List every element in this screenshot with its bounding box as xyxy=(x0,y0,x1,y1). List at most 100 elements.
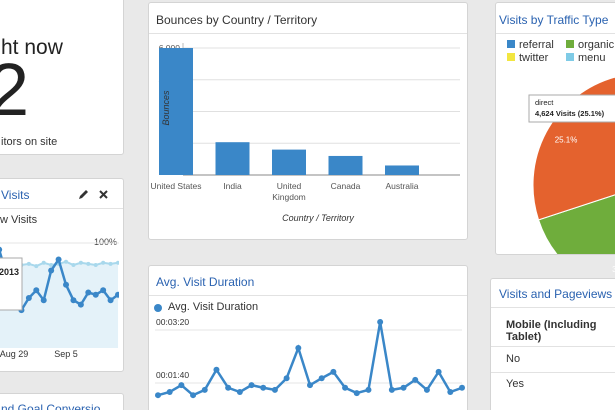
tooltip-box xyxy=(0,257,23,311)
point xyxy=(412,376,419,383)
point xyxy=(201,386,208,393)
legend-swatch xyxy=(507,40,515,48)
legend-label: referral xyxy=(519,39,554,51)
point xyxy=(92,291,99,298)
point xyxy=(178,382,185,389)
y-tick-label: 00:01:40 xyxy=(156,370,190,380)
point xyxy=(78,260,83,265)
point xyxy=(49,263,54,267)
point xyxy=(166,389,173,396)
point xyxy=(283,375,290,382)
x-tick-label: Sep 5 xyxy=(54,349,78,359)
point xyxy=(86,261,91,266)
point xyxy=(365,386,372,393)
point xyxy=(55,256,62,263)
point xyxy=(260,384,267,391)
point xyxy=(248,382,255,389)
point xyxy=(40,297,47,304)
row-line xyxy=(491,372,615,373)
point xyxy=(107,297,114,304)
y-tick-label: 00:03:20 xyxy=(156,317,190,327)
legend-label: w Visits xyxy=(0,214,38,226)
bar xyxy=(328,155,363,175)
chart-group: 1,5003,0004,5006,000BouncesCountry / Ter… xyxy=(159,43,460,223)
point xyxy=(295,345,302,352)
point xyxy=(34,264,39,269)
area xyxy=(0,261,119,348)
point xyxy=(85,289,92,296)
widget-icons[interactable] xyxy=(76,188,116,202)
slice-label: 31.4% xyxy=(612,265,615,274)
legend-swatch xyxy=(566,53,574,61)
bar-widget: Bounces by Country / Territory xyxy=(148,2,468,240)
caption: itors on site xyxy=(1,136,58,148)
widget-title: Bounces by Country / Territory xyxy=(156,13,318,27)
point xyxy=(307,382,313,389)
point xyxy=(236,389,243,396)
chart-group xyxy=(0,242,119,348)
goal-widget: nd Goal Conversio xyxy=(0,393,124,410)
table-cell: Yes xyxy=(506,378,524,390)
legend-label: menu xyxy=(578,52,606,64)
legend-label: twitter xyxy=(519,52,549,64)
table-cell: No xyxy=(506,353,521,365)
point xyxy=(190,392,197,399)
x-tick-label: India xyxy=(223,181,242,191)
widget-title: Visits xyxy=(1,188,30,202)
tooltip-text: 2013 xyxy=(0,267,19,277)
separator xyxy=(491,307,615,308)
y-tick-label: 100% xyxy=(93,237,117,247)
point xyxy=(342,384,349,391)
widget-title: Visits by Traffic Type xyxy=(499,13,609,27)
tooltip-text: 4,624 Visits (25.1%) xyxy=(535,109,605,118)
point xyxy=(71,263,76,267)
bar xyxy=(215,142,250,175)
point xyxy=(116,260,119,265)
widget-title: Avg. Visit Duration xyxy=(156,275,255,289)
point xyxy=(400,384,407,391)
point xyxy=(459,384,465,391)
tooltip-title: direct xyxy=(535,98,554,107)
point xyxy=(271,386,278,393)
point xyxy=(101,260,106,265)
point xyxy=(93,263,98,267)
point xyxy=(447,389,454,396)
pie-slice xyxy=(537,194,615,254)
point xyxy=(33,287,40,294)
point xyxy=(63,281,70,288)
realtime-widget: ht now 2 itors on site xyxy=(0,0,124,155)
point xyxy=(388,386,395,393)
point xyxy=(353,390,360,397)
edit-icon[interactable] xyxy=(79,190,88,199)
tooltip-box xyxy=(528,94,615,123)
separator xyxy=(149,33,467,34)
point xyxy=(377,319,384,326)
point xyxy=(423,386,430,393)
table-widget: Visits and Pageviews Mobile (Including T… xyxy=(490,278,615,410)
widget-title: ht now xyxy=(1,36,63,59)
x-axis-label: Country / Territory xyxy=(282,213,354,223)
widget-title: nd Goal Conversio xyxy=(1,402,101,410)
separator xyxy=(0,208,123,209)
point xyxy=(77,301,84,308)
chart-group xyxy=(155,319,465,399)
separator xyxy=(149,295,467,296)
legend-label: Avg. Visit Duration xyxy=(168,301,259,313)
point xyxy=(0,246,3,253)
point xyxy=(213,366,220,373)
x-tick-label: Australia xyxy=(385,181,419,191)
point xyxy=(115,291,119,298)
slice-label: 25.1% xyxy=(555,136,578,145)
point xyxy=(25,295,32,301)
bar xyxy=(159,48,193,175)
close-icon[interactable] xyxy=(99,190,108,199)
bar xyxy=(385,165,419,175)
point xyxy=(48,267,55,274)
point xyxy=(225,384,232,391)
active-count: 2 xyxy=(0,48,30,131)
x-tick-label: Aug 29 xyxy=(0,349,29,359)
point xyxy=(70,297,77,304)
point xyxy=(108,261,113,266)
